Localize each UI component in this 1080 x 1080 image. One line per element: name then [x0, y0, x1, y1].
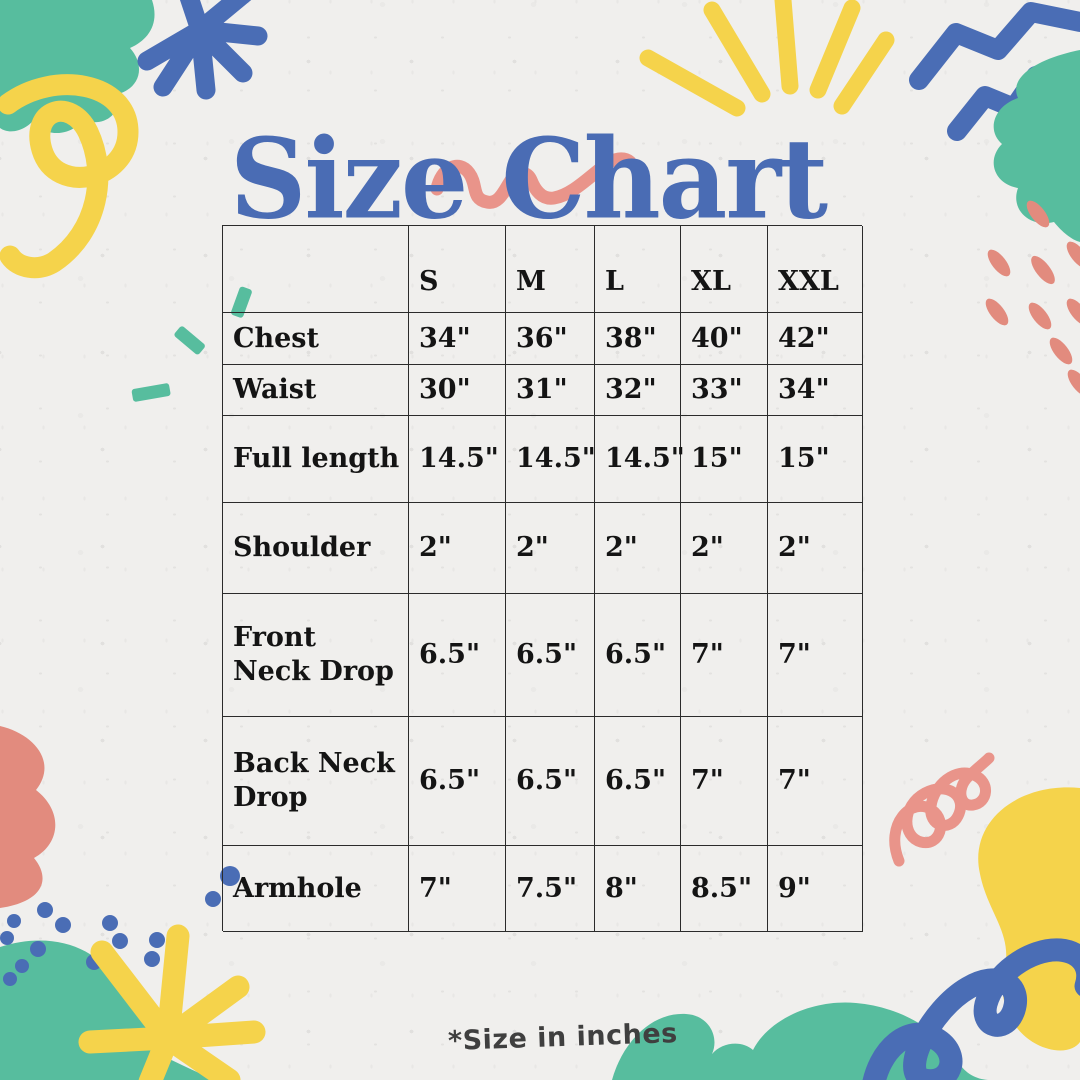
table-cell: 7" — [681, 717, 768, 846]
size-chart-table: S M L XL XXL Chest 34" 36" 38" 40" 42" W… — [222, 225, 863, 932]
decor-yellow-blob-bottom-right — [978, 787, 1080, 1051]
table-cell: 2" — [768, 503, 863, 594]
table-cell: 31" — [506, 365, 595, 416]
column-header-m: M — [506, 226, 595, 313]
row-label: Back Neck Drop — [223, 717, 409, 846]
page-title: Size Chart — [229, 113, 828, 244]
table-cell: 36" — [506, 313, 595, 365]
table-cell: 14.5" — [409, 416, 506, 503]
table-cell: 2" — [409, 503, 506, 594]
column-header-s: S — [409, 226, 506, 313]
decor-coral-blob-left — [0, 726, 56, 908]
table-cell: 6.5" — [595, 594, 681, 717]
table-cell: 38" — [595, 313, 681, 365]
table-cell: 6.5" — [506, 717, 595, 846]
column-header-l: L — [595, 226, 681, 313]
table-cell: 6.5" — [506, 594, 595, 717]
column-header-blank — [223, 226, 409, 313]
table-cell: 32" — [595, 365, 681, 416]
table-cell: 7" — [768, 594, 863, 717]
decor-blue-loop-squiggle — [862, 938, 1080, 1080]
row-label: Armhole — [223, 846, 409, 932]
decor-blue-starburst-top — [137, 0, 268, 100]
footnote: *Size in inches — [447, 1018, 679, 1057]
row-label: Chest — [223, 313, 409, 365]
decor-coral-spiral — [889, 752, 995, 867]
row-label: Full length — [223, 416, 409, 503]
table-cell: 15" — [768, 416, 863, 503]
table-cell: 42" — [768, 313, 863, 365]
table-cell: 6.5" — [595, 717, 681, 846]
table-cell: 14.5" — [506, 416, 596, 503]
decor-blue-zigzag-lines — [909, 2, 1080, 141]
column-header-xxl: XXL — [768, 226, 863, 313]
table-cell: 6.5" — [409, 717, 506, 846]
row-label: Front Neck Drop — [223, 594, 409, 717]
decor-yellow-starburst-bottom — [78, 924, 266, 1080]
decor-blue-dots-cluster — [0, 902, 165, 986]
decor-teal-blob-bottom-left — [0, 940, 215, 1080]
table-cell: 15" — [681, 416, 768, 503]
table-cell: 7.5" — [506, 846, 595, 932]
row-label: Shoulder — [223, 503, 409, 594]
table-cell: 14.5" — [595, 416, 685, 503]
table-cell: 30" — [409, 365, 506, 416]
table-cell: 7" — [681, 594, 768, 717]
table-cell: 8" — [595, 846, 681, 932]
decor-yellow-rays — [639, 0, 895, 117]
decor-teal-blob-top-left — [0, 0, 155, 134]
row-label: Waist — [223, 365, 409, 416]
table-cell: 2" — [506, 503, 595, 594]
table-cell: 7" — [409, 846, 506, 932]
table-cell: 40" — [681, 313, 768, 365]
table-cell: 7" — [768, 717, 863, 846]
table-cell: 34" — [768, 365, 863, 416]
table-cell: 2" — [681, 503, 768, 594]
table-cell: 2" — [595, 503, 681, 594]
table-cell: 34" — [409, 313, 506, 365]
table-cell: 6.5" — [409, 594, 506, 717]
table-cell: 9" — [768, 846, 863, 932]
table-cell: 33" — [681, 365, 768, 416]
column-header-xl: XL — [681, 226, 768, 313]
table-cell: 8.5" — [681, 846, 768, 932]
